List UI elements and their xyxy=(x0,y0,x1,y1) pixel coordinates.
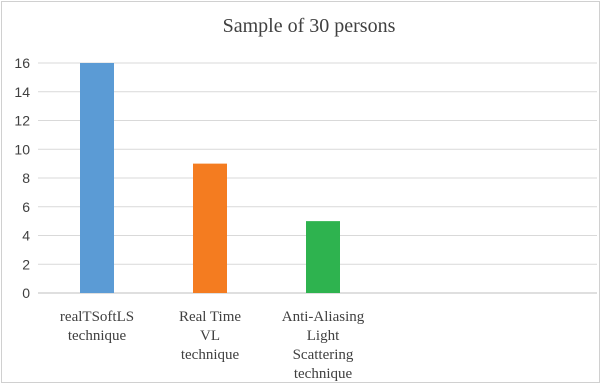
x-category-label: Anti-Aliasing xyxy=(282,309,365,325)
y-tick-label: 4 xyxy=(22,228,30,244)
gridlines xyxy=(38,62,597,294)
y-tick-label: 10 xyxy=(14,141,30,157)
y-tick-label: 12 xyxy=(14,113,30,129)
x-category-label: realTSoftLS xyxy=(60,309,134,325)
y-tick-label: 6 xyxy=(22,199,30,215)
x-category-label: Real Time xyxy=(179,309,241,325)
x-category-label: Scattering xyxy=(293,347,354,363)
x-axis-categories: realTSoftLS technique Real Time VL technique… xyxy=(60,309,365,382)
x-category-label: technique xyxy=(294,366,353,382)
x-category-label: Light xyxy=(307,328,340,344)
bar xyxy=(80,63,114,293)
y-axis-ticks: 0 2 4 6 8 10 12 14 16 xyxy=(14,55,30,301)
x-category-label: technique xyxy=(181,347,240,363)
x-category-label: VL xyxy=(200,328,220,344)
y-tick-label: 14 xyxy=(14,84,30,100)
y-tick-label: 16 xyxy=(14,55,30,71)
y-tick-label: 2 xyxy=(22,256,30,272)
x-category-label: technique xyxy=(68,328,127,344)
bar xyxy=(193,163,227,293)
y-tick-label: 8 xyxy=(22,170,30,186)
bar xyxy=(306,221,340,293)
bars xyxy=(80,63,340,293)
chart-title: Sample of 30 persons xyxy=(223,15,396,37)
y-tick-label: 0 xyxy=(22,285,30,301)
